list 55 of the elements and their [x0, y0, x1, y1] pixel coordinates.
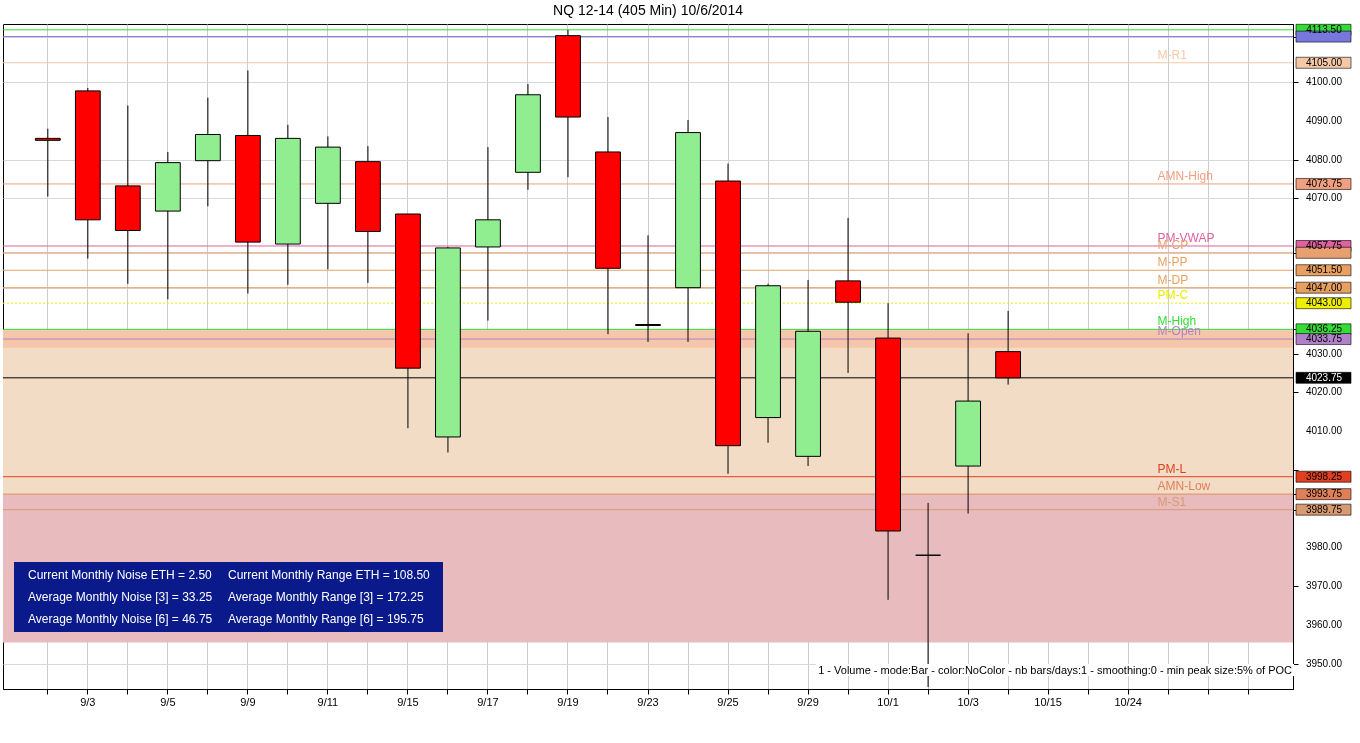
y-tick-label: 4047.00 — [1305, 281, 1343, 293]
candlestick — [635, 234, 661, 343]
ref-line-label: M-DP — [1157, 272, 1189, 287]
ref-line-label: AMN-Low — [1157, 479, 1211, 494]
y-tick-label: 4070.00 — [1305, 192, 1343, 204]
annotation: Average Monthly Range [3] = 172.25 — [228, 590, 425, 604]
y-tick-label: 4023.75 — [1305, 371, 1343, 383]
y-tick-label: 3980.00 — [1305, 541, 1343, 553]
annotation: 1 - Volume - mode:Bar - color:NoColor - nb bars/days:1 - smoothing:0 - min peak size:5% of POC — [816, 664, 1294, 676]
x-tick-label: 10/15 — [1034, 695, 1062, 708]
x-tick-label: 9/25 — [717, 695, 739, 708]
ref-line-label: M-PP — [1157, 255, 1188, 270]
x-tick-label: 10/3 — [957, 695, 979, 708]
y-tick-label: 4033.75 — [1305, 333, 1343, 345]
annotation: Average Monthly Noise [3] = 33.25 — [28, 590, 214, 604]
y-tick-label: 3998.25 — [1305, 470, 1343, 482]
ref-line-label: PM-C — [1157, 288, 1189, 303]
chart-title: NQ 12-14 (405 Min) 10/6/2014 — [553, 2, 744, 18]
y-tick-label: 3989.75 — [1305, 503, 1343, 515]
x-tick-label: 9/19 — [557, 695, 579, 708]
annotation: Average Monthly Noise [6] = 46.75 — [28, 612, 214, 626]
y-tick-label: 4100.00 — [1305, 76, 1343, 88]
candlestick — [34, 128, 61, 198]
ref-line-label: M-S1 — [1157, 494, 1187, 509]
annotation: Current Monthly Noise ETH = 2.50 — [28, 568, 213, 582]
x-tick-label: 9/17 — [477, 695, 499, 708]
x-tick-label: 9/3 — [80, 695, 96, 708]
x-tick-label: 9/11 — [317, 695, 339, 708]
x-tick-label: 9/29 — [797, 695, 819, 708]
y-tick-label: 4105.00 — [1305, 56, 1343, 68]
y-tick-label: 4020.00 — [1305, 386, 1343, 398]
y-tick-label: 3960.00 — [1305, 619, 1343, 631]
ref-line-label: PM-L — [1157, 461, 1187, 476]
y-tick-label: 4057.75 — [1305, 239, 1343, 251]
x-tick-label: 10/1 — [877, 695, 899, 708]
y-tick-label: 4043.00 — [1305, 297, 1343, 309]
y-tick-label: 4036.25 — [1305, 323, 1343, 335]
y-tick-label: 3950.00 — [1305, 657, 1343, 669]
annotation: Current Monthly Range ETH = 108.50 — [228, 568, 431, 582]
y-tick-label: 4090.00 — [1305, 114, 1343, 126]
ref-line-label: AMN-High — [1157, 168, 1213, 183]
y-tick-label: 3970.00 — [1305, 580, 1343, 592]
x-tick-label: 9/15 — [397, 695, 419, 708]
ref-line-label: M-R1 — [1157, 47, 1188, 62]
y-tick-label: 3993.75 — [1305, 488, 1343, 500]
x-tick-label: 9/9 — [240, 695, 256, 708]
y-tick-label: 4051.50 — [1305, 264, 1343, 276]
y-tick-label: 4080.00 — [1305, 153, 1343, 165]
y-tick-label: 4010.00 — [1305, 425, 1343, 437]
y-tick-label: 4073.75 — [1305, 177, 1343, 189]
annotation: Average Monthly Range [6] = 195.75 — [228, 612, 425, 626]
x-tick-label: 9/5 — [160, 695, 176, 708]
x-tick-label: 9/23 — [637, 695, 659, 708]
y-tick-label: 4030.00 — [1305, 347, 1343, 359]
x-tick-label: 10/24 — [1114, 695, 1142, 708]
